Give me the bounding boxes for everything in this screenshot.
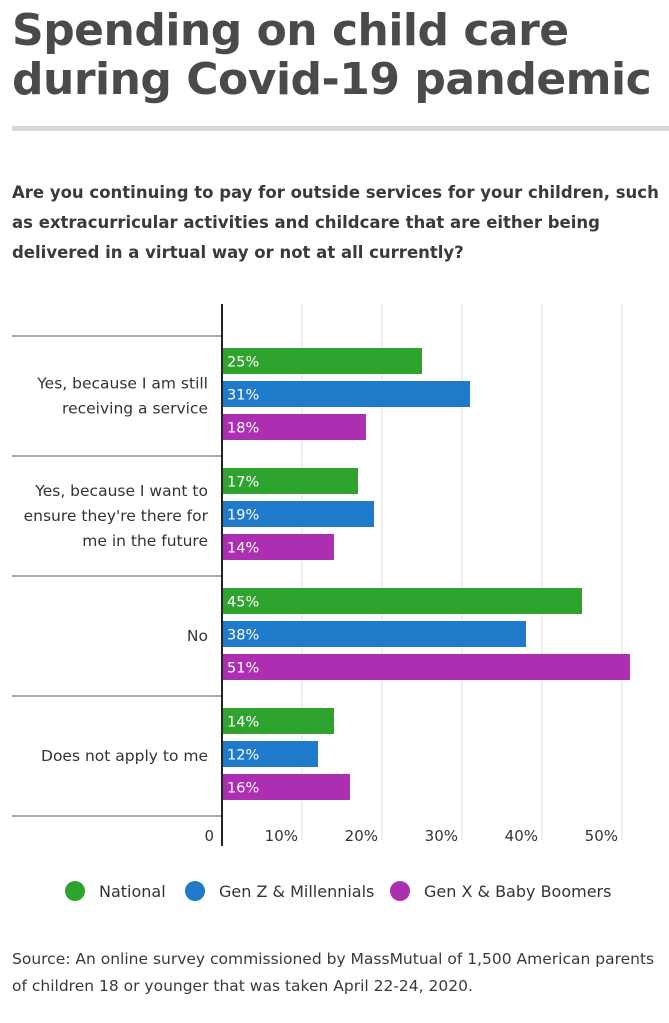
legend-swatch-genz-millennials xyxy=(185,881,205,901)
legend-item-genx-boomers: Gen X & Baby Boomers xyxy=(390,876,611,906)
legend-item-national: National xyxy=(65,876,166,906)
category-label: Does not apply to me xyxy=(41,747,208,765)
x-tick-label: 50% xyxy=(585,827,618,845)
title-divider xyxy=(12,126,669,131)
category-label: Yes, because I am still receiving a servi… xyxy=(36,375,208,418)
bar-data-label: 19% xyxy=(227,508,259,524)
bar-genx-boomers xyxy=(222,534,334,560)
bar-national xyxy=(222,588,582,614)
x-tick-label: 10% xyxy=(265,827,298,845)
bar-national xyxy=(222,468,358,494)
chart-legend: National Gen Z & Millennials Gen X & Bab… xyxy=(0,876,669,906)
x-tick-label: 20% xyxy=(345,827,378,845)
bar-national xyxy=(222,708,334,734)
x-tick-label: 0 xyxy=(204,827,214,845)
category-label: No xyxy=(187,627,208,645)
bar-data-label: 51% xyxy=(227,661,259,677)
bar-national xyxy=(222,348,422,374)
bar-genx-boomers xyxy=(222,774,350,800)
x-tick-label: 40% xyxy=(505,827,538,845)
bar-data-label: 38% xyxy=(227,628,259,644)
bar-data-label: 45% xyxy=(227,595,259,611)
bar-genz-millennials xyxy=(222,741,318,767)
bar-data-label: 17% xyxy=(227,475,259,491)
bar-genx-boomers xyxy=(222,654,630,680)
bar-genz-millennials xyxy=(222,501,374,527)
bar-data-label: 14% xyxy=(227,541,259,557)
x-tick-label: 30% xyxy=(425,827,458,845)
bar-data-label: 14% xyxy=(227,715,259,731)
bar-data-label: 16% xyxy=(227,781,259,797)
bar-data-label: 25% xyxy=(227,355,259,371)
legend-label-national: National xyxy=(99,881,166,901)
bar-genz-millennials xyxy=(222,381,470,407)
bar-data-label: 12% xyxy=(227,748,259,764)
legend-swatch-genx-boomers xyxy=(390,881,410,901)
chart-title: Spending on child care during Covid-19 p… xyxy=(12,5,652,105)
bar-genz-millennials xyxy=(222,621,526,647)
bar-data-label: 31% xyxy=(227,388,259,404)
legend-label-genx-boomers: Gen X & Baby Boomers xyxy=(424,881,612,901)
bar-data-label: 18% xyxy=(227,421,259,437)
legend-item-genz-millennials: Gen Z & Millennials xyxy=(185,876,374,906)
bar-genx-boomers xyxy=(222,414,366,440)
legend-swatch-national xyxy=(65,881,85,901)
source-note: Source: An online survey commissioned by… xyxy=(12,950,655,995)
bar-chart: 25% 31% 18% Yes, because I am still receivin… xyxy=(12,304,630,846)
legend-label-genz-millennials: Gen Z & Millennials xyxy=(219,881,375,901)
survey-question: Are you continuing to pay for outside se… xyxy=(12,183,659,262)
category-label: Yes, because I want to ensure they're the… xyxy=(24,482,209,550)
